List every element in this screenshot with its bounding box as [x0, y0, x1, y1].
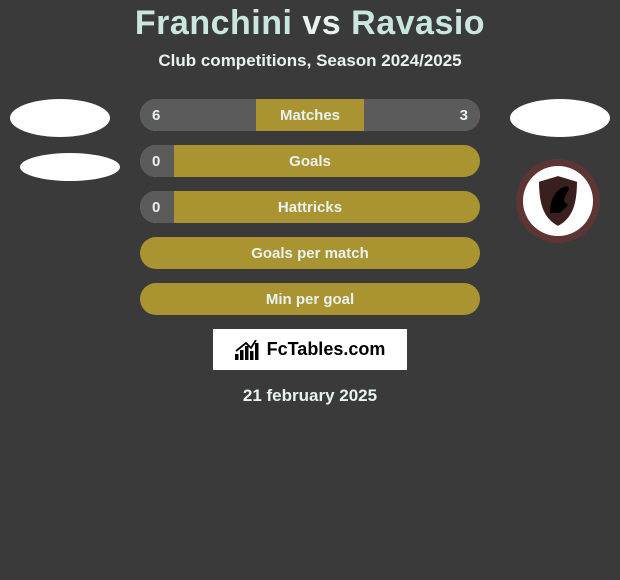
stat-label: Goals per match [140, 237, 480, 269]
content-area: 63Matches 0Goals 0Hattricks Goals per match… [0, 99, 620, 406]
brand-text: FcTables.com [267, 339, 386, 360]
brand-footer: FcTables.com [0, 329, 620, 370]
player1-name: Franchini [135, 4, 293, 42]
player2-name: Ravasio [351, 4, 485, 42]
subtitle: Club competitions, Season 2024/2025 [0, 51, 620, 71]
stat-label: Goals [140, 145, 480, 177]
stat-label: Min per goal [140, 283, 480, 315]
page-title: Franchini vs Ravasio [0, 4, 620, 43]
brand-box: FcTables.com [213, 329, 408, 370]
bar-chart-icon [235, 340, 261, 360]
player2-avatar-top [510, 99, 610, 137]
stat-label: Matches [140, 99, 480, 131]
stat-row: Goals per match [140, 237, 480, 269]
stat-label: Hattricks [140, 191, 480, 223]
stat-row: 0Goals [140, 145, 480, 177]
stat-row: Min per goal [140, 283, 480, 315]
stat-bars: 63Matches 0Goals 0Hattricks Goals per match… [140, 99, 480, 315]
player2-club-logo [516, 159, 600, 243]
date-label: 21 february 2025 [0, 386, 620, 406]
stat-row: 63Matches [140, 99, 480, 131]
stat-row: 0Hattricks [140, 191, 480, 223]
vs-separator: vs [302, 4, 341, 42]
club-logo-inner [523, 166, 593, 236]
shield-icon [534, 173, 582, 229]
player1-avatar-top [10, 99, 110, 137]
comparison-card: Franchini vs Ravasio Club competitions, … [0, 0, 620, 580]
player1-avatar-bottom [20, 153, 120, 181]
